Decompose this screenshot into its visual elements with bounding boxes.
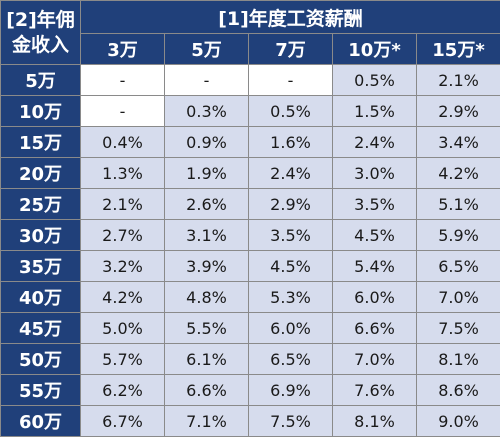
row-header: 30万 xyxy=(1,220,81,251)
table-cell: 7.0% xyxy=(417,282,500,313)
table-cell: 7.1% xyxy=(165,406,249,437)
table-cell: 0.5% xyxy=(249,96,333,127)
table-cell: 1.5% xyxy=(333,96,417,127)
table-cell: 2.4% xyxy=(249,158,333,189)
row-header: 15万 xyxy=(1,127,81,158)
table-cell: 4.8% xyxy=(165,282,249,313)
table-cell: 4.2% xyxy=(81,282,165,313)
table-cell: 0.4% xyxy=(81,127,165,158)
table-cell: - xyxy=(81,96,165,127)
table-cell: 2.1% xyxy=(81,189,165,220)
table-cell: 6.6% xyxy=(165,375,249,406)
table-cell: 5.9% xyxy=(417,220,500,251)
table-cell: 4.2% xyxy=(417,158,500,189)
table-cell: 0.9% xyxy=(165,127,249,158)
row-header: 55万 xyxy=(1,375,81,406)
table-cell: 5.5% xyxy=(165,313,249,344)
table-cell: 6.2% xyxy=(81,375,165,406)
row-header: 10万 xyxy=(1,96,81,127)
table-cell: 0.3% xyxy=(165,96,249,127)
table-cell: 7.5% xyxy=(417,313,500,344)
table-cell: 5.7% xyxy=(81,344,165,375)
table-cell: - xyxy=(81,65,165,96)
table-row: 10万-0.3%0.5%1.5%2.9% xyxy=(1,96,500,127)
row-header: 35万 xyxy=(1,251,81,282)
row-header: 40万 xyxy=(1,282,81,313)
table-cell: 6.7% xyxy=(81,406,165,437)
table-cell: 3.5% xyxy=(333,189,417,220)
table-cell: 1.9% xyxy=(165,158,249,189)
table-cell: 3.4% xyxy=(417,127,500,158)
table-cell: 4.5% xyxy=(249,251,333,282)
table-cell: 6.0% xyxy=(333,282,417,313)
row-header: 25万 xyxy=(1,189,81,220)
corner-label: [2]年佣金收入 xyxy=(1,1,81,65)
table-cell: - xyxy=(249,65,333,96)
table-cell: 2.7% xyxy=(81,220,165,251)
table-cell: 5.0% xyxy=(81,313,165,344)
row-header: 45万 xyxy=(1,313,81,344)
table-cell: 2.9% xyxy=(249,189,333,220)
row-header: 5万 xyxy=(1,65,81,96)
table-cell: 8.1% xyxy=(333,406,417,437)
table-cell: 3.0% xyxy=(333,158,417,189)
row-header: 50万 xyxy=(1,344,81,375)
table-cell: 7.0% xyxy=(333,344,417,375)
table-cell: 4.5% xyxy=(333,220,417,251)
table-cell: 6.9% xyxy=(249,375,333,406)
table-cell: 1.6% xyxy=(249,127,333,158)
table-cell: 9.0% xyxy=(417,406,500,437)
group-header: [1]年度工资薪酬 xyxy=(81,1,500,34)
column-header: 3万 xyxy=(81,34,165,65)
table-cell: 6.6% xyxy=(333,313,417,344)
table-cell: 0.5% xyxy=(333,65,417,96)
table-cell: 7.6% xyxy=(333,375,417,406)
table-cell: 3.9% xyxy=(165,251,249,282)
column-header: 7万 xyxy=(249,34,333,65)
table-cell: 5.3% xyxy=(249,282,333,313)
row-header: 20万 xyxy=(1,158,81,189)
table-cell: 2.9% xyxy=(417,96,500,127)
table-cell: 8.1% xyxy=(417,344,500,375)
column-header: 15万* xyxy=(417,34,500,65)
row-header: 60万 xyxy=(1,406,81,437)
table-cell: 5.1% xyxy=(417,189,500,220)
table-cell: 6.5% xyxy=(249,344,333,375)
column-header: 10万* xyxy=(333,34,417,65)
table-cell: 2.6% xyxy=(165,189,249,220)
table-cell: 8.6% xyxy=(417,375,500,406)
table-cell: 6.5% xyxy=(417,251,500,282)
table-cell: 3.2% xyxy=(81,251,165,282)
table-cell: 2.4% xyxy=(333,127,417,158)
table-cell: 5.4% xyxy=(333,251,417,282)
table-cell: 7.5% xyxy=(249,406,333,437)
table-cell: - xyxy=(165,65,249,96)
table-cell: 2.1% xyxy=(417,65,500,96)
table-cell: 3.1% xyxy=(165,220,249,251)
table-cell: 3.5% xyxy=(249,220,333,251)
table-row: 5万---0.5%2.1% xyxy=(1,65,500,96)
column-header: 5万 xyxy=(165,34,249,65)
table-cell: 6.0% xyxy=(249,313,333,344)
table-cell: 1.3% xyxy=(81,158,165,189)
table-cell: 6.1% xyxy=(165,344,249,375)
